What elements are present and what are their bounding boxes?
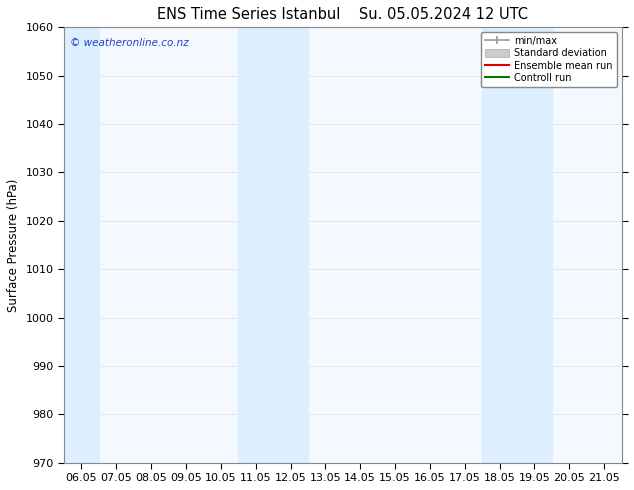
Bar (238, 27, 308, 463)
Bar (64, 27, 99, 463)
Legend: min/max, Standard deviation, Ensemble mean run, Controll run: min/max, Standard deviation, Ensemble me… (481, 32, 617, 87)
Y-axis label: Surface Pressure (hPa): Surface Pressure (hPa) (7, 178, 20, 312)
Bar (482, 27, 552, 463)
Title: ENS Time Series Istanbul    Su. 05.05.2024 12 UTC: ENS Time Series Istanbul Su. 05.05.2024 … (157, 7, 528, 22)
Text: © weatheronline.co.nz: © weatheronline.co.nz (70, 38, 188, 48)
